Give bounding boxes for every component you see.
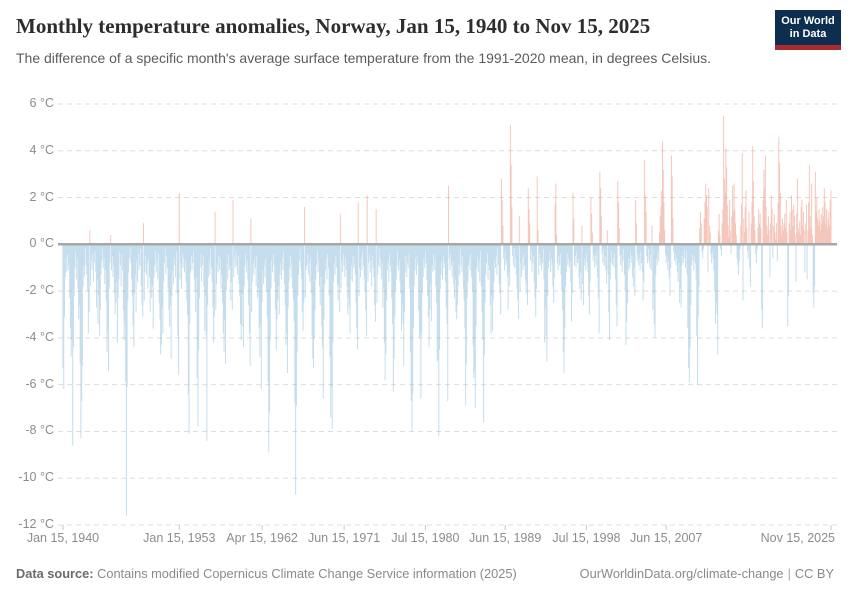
y-axis-tick-label: -6 °C bbox=[25, 376, 54, 391]
owid-logo-line2: in Data bbox=[789, 28, 827, 40]
x-axis-tick-label: Jun 15, 2007 bbox=[630, 531, 703, 545]
chart-subtitle: The difference of a specific month's ave… bbox=[16, 50, 712, 66]
data-source: Data source: Contains modified Copernicu… bbox=[16, 566, 517, 581]
y-axis-tick-label: -8 °C bbox=[25, 423, 54, 438]
y-axis-tick-label: 6 °C bbox=[29, 96, 54, 110]
footer-right: OurWorldinData.org/climate-change | CC BY bbox=[580, 566, 834, 581]
license-label: CC BY bbox=[794, 566, 834, 581]
footer-separator: | bbox=[787, 566, 791, 581]
x-axis: Jan 15, 1940 Jan 15, 1953 Apr 15, 1962 Jun … bbox=[0, 531, 850, 549]
owid-link[interactable]: OurWorldinData.org/climate-change bbox=[579, 566, 784, 581]
y-axis-tick-label: 2 °C bbox=[29, 189, 54, 204]
y-axis-tick-label: -2 °C bbox=[25, 283, 54, 298]
footer: Data source: Contains modified Copernicu… bbox=[16, 566, 834, 581]
x-axis-tick-label: Jul 15, 1980 bbox=[391, 531, 460, 545]
x-axis-tick-label: Jan 15, 1953 bbox=[143, 531, 216, 545]
owid-logo-line1: Our World bbox=[781, 15, 835, 27]
x-axis-tick-label: Jan 15, 1940 bbox=[26, 531, 100, 545]
x-axis-tick-label: Jul 15, 1998 bbox=[552, 531, 621, 545]
x-axis-tick-label: Jun 15, 1989 bbox=[469, 531, 542, 545]
data-source-label: Data source: bbox=[16, 566, 94, 581]
y-axis-tick-label: 4 °C bbox=[29, 142, 54, 157]
y-axis-tick-label: -4 °C bbox=[25, 329, 54, 344]
owid-logo: Our World in Data bbox=[775, 10, 841, 50]
x-axis-tick-label: Nov 15, 2025 bbox=[760, 531, 835, 545]
y-axis: 6 °C 4 °C 2 °C 0 °C -2 °C -4 °C -6 °C -8 °C -10 … bbox=[0, 0, 54, 600]
y-axis-tick-label: -12 °C bbox=[18, 517, 54, 531]
x-axis-tick-label: Apr 15, 1962 bbox=[226, 531, 298, 545]
page-title: Monthly temperature anomalies, Norway, J… bbox=[16, 14, 651, 38]
data-source-text: Contains modified Copernicus Climate Cha… bbox=[93, 566, 517, 581]
y-axis-tick-label: 0 °C bbox=[29, 236, 54, 251]
y-axis-tick-label: -10 °C bbox=[18, 470, 54, 485]
x-axis-tick-label: Jun 15, 1971 bbox=[307, 531, 381, 545]
